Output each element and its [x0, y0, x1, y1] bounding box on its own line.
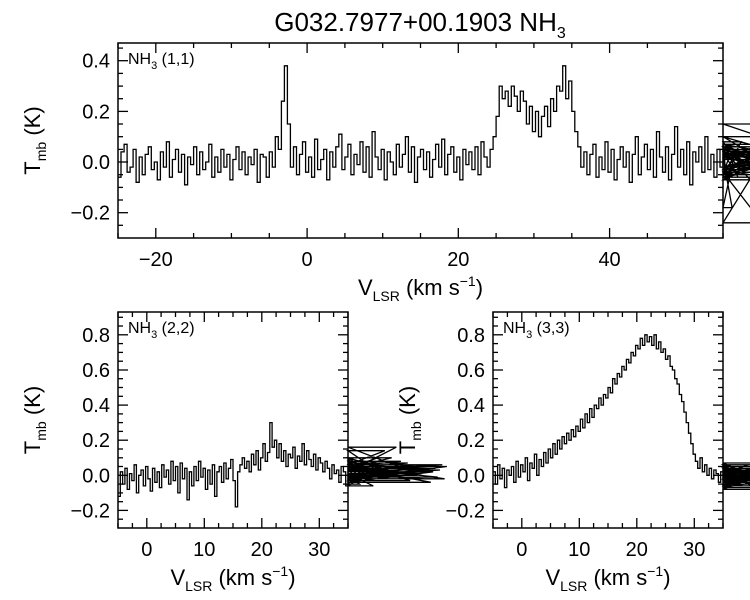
plot-frame-1 — [117, 42, 724, 239]
panel-label-3: NH3 (3,3) — [503, 320, 570, 341]
panel-label-sub: 3 — [151, 329, 157, 341]
figure-title: G032.7977+00.1903 NH3 — [274, 7, 566, 42]
y-axis-title-main: T — [20, 161, 45, 174]
x-axis-title-sub: LSR — [185, 578, 212, 594]
panel-3: 0 10 20 30 −0.2 0.0 0.2 0.4 0.6 0.8 NH3 (3,3) VLSR … — [395, 311, 750, 594]
x-tick-label: 20 — [251, 539, 273, 561]
y-tick-label: −0.2 — [71, 203, 110, 225]
panel-label-tail: (3,3) — [532, 320, 569, 337]
y-tick-label: 0.2 — [82, 430, 110, 452]
x-axis-title-main: V — [545, 565, 560, 590]
y-axis-title-main: T — [20, 441, 45, 454]
y-tick-label: 0.4 — [82, 395, 110, 417]
x-tick-label: 10 — [568, 539, 590, 561]
x-tick-label: −20 — [139, 249, 173, 271]
x-axis-title-sub: LSR — [373, 288, 400, 304]
y-tick-label: 0.6 — [82, 360, 110, 382]
x-tick-label: 30 — [683, 539, 705, 561]
panel-label-tail: (1,1) — [157, 51, 194, 68]
x-tick-label: 0 — [516, 539, 527, 561]
y-axis-title-main: T — [395, 441, 420, 454]
figure-title-sub: 3 — [557, 25, 566, 42]
x-axis-title-end: ) — [288, 565, 295, 590]
y-axis-title-3: Tmb (K) — [395, 386, 424, 454]
x-axis-title-tail: (km s — [400, 275, 460, 300]
y-axis-title-tail: (K) — [395, 386, 420, 421]
y-tick-label: 0.2 — [457, 430, 485, 452]
x-axis-title-end: ) — [663, 565, 670, 590]
x-axis-title-sup: −1 — [460, 273, 476, 289]
panel-label-tail: (2,2) — [157, 320, 194, 337]
panel-label-2: NH3 (2,2) — [128, 320, 195, 341]
x-tick-label: 40 — [598, 249, 620, 271]
y-axis-title-sub: mb — [33, 142, 49, 162]
x-axis-title-main: V — [358, 275, 373, 300]
x-axis-title-sup: −1 — [272, 563, 288, 579]
panel-label-main: NH — [128, 320, 151, 337]
x-tick-label: 20 — [626, 539, 648, 561]
y-tick-label: 0.4 — [82, 51, 110, 73]
y-tick-label: 0.0 — [457, 465, 485, 487]
x-axis-title-end: ) — [476, 275, 483, 300]
spectrum-line-2 — [118, 421, 447, 508]
panel-label-sub: 3 — [526, 329, 532, 341]
x-axis-title-tail: (km s — [212, 565, 272, 590]
x-tick-label: 0 — [141, 539, 152, 561]
y-axis-title-2: Tmb (K) — [20, 386, 49, 454]
y-tick-label: 0.8 — [457, 325, 485, 347]
spectrum-line-3 — [493, 334, 750, 491]
x-tick-label: 0 — [302, 249, 313, 271]
panel-label-sub: 3 — [151, 60, 157, 72]
x-axis-title-sub: LSR — [560, 578, 587, 594]
y-axis-title-tail: (K) — [20, 106, 45, 141]
y-tick-label: −0.2 — [446, 500, 485, 522]
spectrum-line-1 — [118, 65, 750, 224]
y-tick-label: 0.0 — [82, 465, 110, 487]
panel-2: 0 10 20 30 −0.2 0.0 0.2 0.4 0.6 0.8 NH3 (2,2) VLSR … — [20, 311, 447, 594]
y-tick-label: 0.8 — [82, 325, 110, 347]
x-tick-label: 10 — [193, 539, 215, 561]
x-axis-title-1: VLSR (km s−1) — [358, 273, 483, 304]
x-axis-title-tail: (km s — [587, 565, 647, 590]
plot-frame-3 — [492, 311, 724, 529]
y-tick-label: 0.6 — [457, 360, 485, 382]
x-tick-label: 20 — [447, 249, 469, 271]
y-tick-label: 0.0 — [82, 152, 110, 174]
y-tick-label: −0.2 — [71, 500, 110, 522]
x-axis-title-main: V — [170, 565, 185, 590]
x-tick-label: 30 — [308, 539, 330, 561]
y-axis-title-1: Tmb (K) — [20, 106, 49, 174]
panel-1: −20 0 20 40 −0.2 0.0 0.2 0.4 NH3 (1,1) VLSR (km s… — [20, 42, 750, 304]
y-tick-label: 0.4 — [457, 395, 485, 417]
x-axis-title-2: VLSR (km s−1) — [170, 563, 295, 594]
y-tick-label: 0.2 — [82, 101, 110, 123]
y-axis-title-sub: mb — [33, 421, 49, 441]
y-axis-title-tail: (K) — [20, 386, 45, 421]
panel-label-1: NH3 (1,1) — [128, 51, 195, 72]
panel-label-main: NH — [128, 51, 151, 68]
y-axis-title-sub: mb — [408, 421, 424, 441]
figure-title-main: G032.7977+00.1903 NH — [274, 7, 557, 37]
x-axis-title-sup: −1 — [647, 563, 663, 579]
x-axis-title-3: VLSR (km s−1) — [545, 563, 670, 594]
panels-group: −20 0 20 40−0.20.00.20.4 NH3 (1,1)VLSR (km s… — [20, 42, 750, 594]
panel-label-main: NH — [503, 320, 526, 337]
plot-frame-2 — [117, 311, 349, 529]
